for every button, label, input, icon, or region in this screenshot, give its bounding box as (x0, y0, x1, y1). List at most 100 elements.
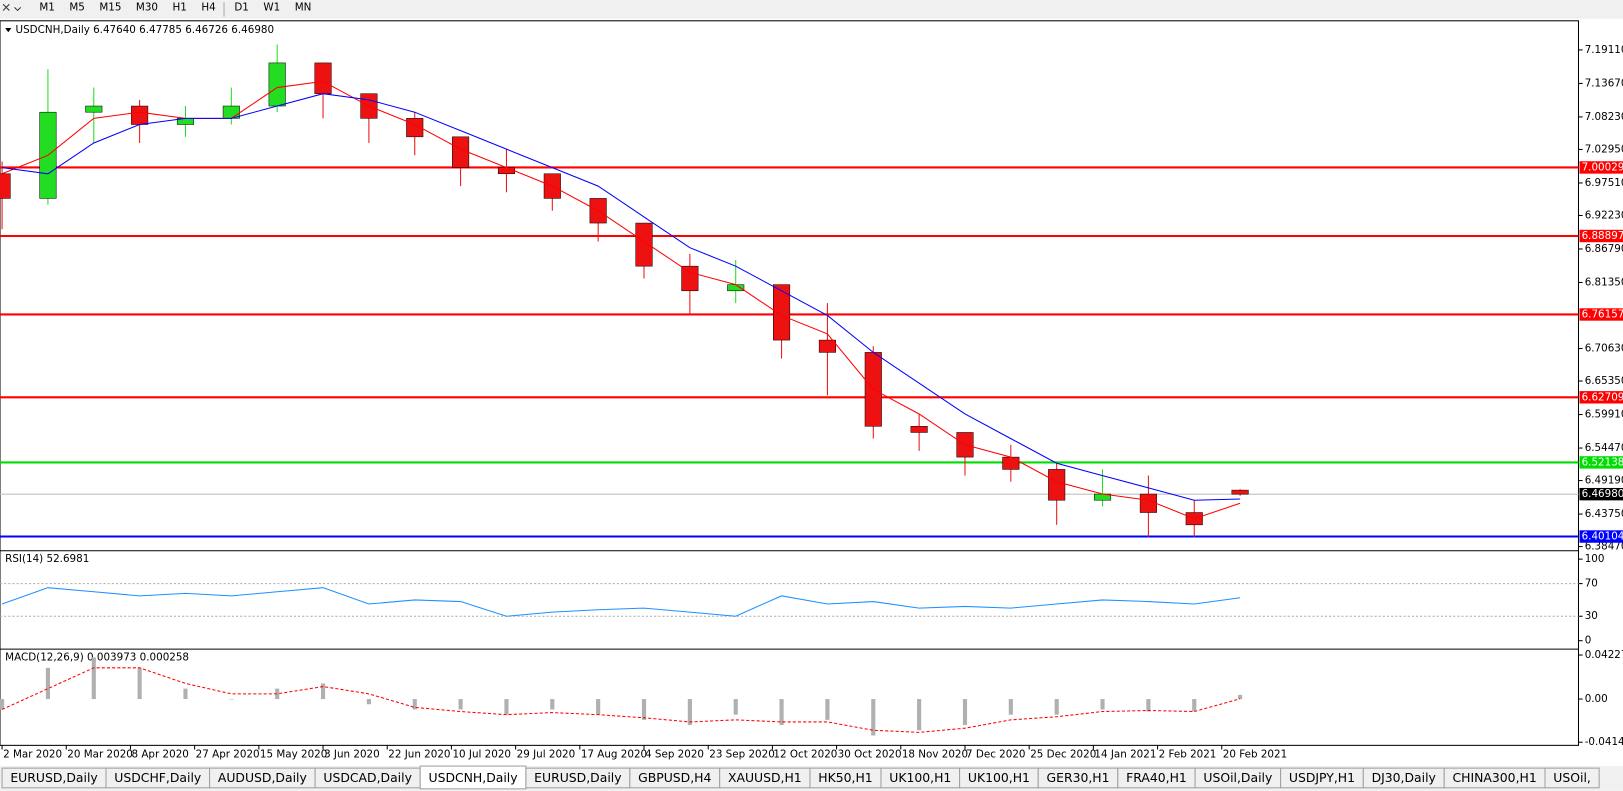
timeframe-button[interactable]: MN (295, 1, 312, 13)
x-tick-label: 7 Dec 2020 (966, 749, 1026, 761)
tab-label[interactable]: EURUSD,Daily (534, 770, 621, 785)
timeframe-button[interactable]: W1 (263, 1, 280, 13)
tab[interactable]: USDCHF,Daily (105, 767, 211, 789)
candle-body (681, 265, 699, 292)
x-tick-label: 20 Feb 2021 (1223, 749, 1287, 761)
x-tick-label: 27 Apr 2020 (196, 749, 260, 761)
tab-label[interactable]: GER30,H1 (1047, 770, 1110, 785)
macd-bar (1192, 699, 1197, 712)
macd-bar (412, 699, 417, 710)
y-tick-label: 6.70630 (1585, 343, 1623, 355)
tab[interactable]: USDCNH,Daily (419, 765, 527, 790)
timeframe-button[interactable]: M5 (69, 1, 85, 13)
level-label: 7.00029 (1582, 161, 1623, 173)
candle-body (727, 284, 745, 292)
tab[interactable]: CHINA300,H1 (1443, 767, 1546, 789)
macd-bar (1008, 699, 1013, 715)
tab-label[interactable]: USDCNH,Daily (428, 770, 517, 785)
x-tick-label: 8 Apr 2020 (131, 749, 188, 761)
tab-label[interactable]: UK100,H1 (889, 770, 951, 785)
macd-signal (1, 667, 1241, 733)
y-tick-label: -0.04148 (1585, 736, 1623, 748)
macd-bar (550, 699, 555, 710)
y-tick-label: 6.59910 (1585, 409, 1623, 421)
tab[interactable]: USDCAD,Daily (314, 767, 421, 789)
tab[interactable]: UK100,H1 (880, 767, 961, 789)
timeframe-button[interactable]: M1 (39, 1, 55, 13)
macd-bar (1238, 694, 1243, 700)
tab[interactable]: DJ30,Daily (1362, 767, 1445, 789)
tab-label[interactable]: DJ30,Daily (1372, 770, 1436, 785)
tab[interactable]: HK50,H1 (809, 767, 882, 789)
tab-label[interactable]: USDJPY,H1 (1289, 770, 1355, 785)
tab-label[interactable]: USOil,Daily (1203, 770, 1272, 785)
tab[interactable]: USDJPY,H1 (1280, 767, 1364, 789)
macd-bar (779, 699, 784, 726)
tab[interactable]: XAUUSD,H1 (719, 767, 811, 789)
collapse-arrow[interactable] (5, 28, 12, 33)
timeframe-button[interactable]: M15 (99, 1, 121, 13)
macd-bar (275, 688, 280, 700)
tab[interactable]: EURUSD,Daily (1, 767, 107, 789)
x-tick-label: 12 Oct 2020 (773, 749, 837, 761)
macd-bar (962, 699, 968, 726)
macd-bar (641, 699, 647, 720)
tab[interactable]: UK100,H1 (959, 767, 1039, 789)
macd-bar (825, 699, 830, 720)
tab[interactable]: GER30,H1 (1037, 767, 1119, 789)
rsi-title: RSI(14) 52.6981 (5, 553, 89, 565)
tab[interactable]: USOil,Daily (1194, 767, 1282, 789)
tab-label[interactable]: EURUSD,Daily (10, 770, 97, 785)
level-label: 6.88897 (1582, 230, 1623, 242)
x-tick-label: 10 Jul 2020 (452, 749, 511, 761)
x-tick-label: 14 Jan 2021 (1094, 749, 1156, 761)
y-tick-label: 7.13670 (1585, 77, 1623, 89)
rsi-line (1, 587, 1241, 617)
macd-bar (366, 699, 371, 705)
tab[interactable]: AUDUSD,Daily (209, 767, 316, 789)
tab-label[interactable]: HK50,H1 (818, 770, 872, 785)
tab-label[interactable]: USDCAD,Daily (323, 770, 412, 785)
macd-bar (183, 688, 188, 700)
tab-label[interactable]: FRA40,H1 (1126, 770, 1187, 785)
timeframe-button[interactable]: M30 (136, 1, 158, 13)
toolbar-icon[interactable] (2, 3, 22, 12)
y-tick-label: 100 (1585, 553, 1605, 565)
y-tick-label: 6.43750 (1585, 508, 1623, 520)
y-tick-label: 6.97510 (1585, 177, 1623, 189)
tab[interactable]: USOil, (1544, 767, 1600, 789)
tab-label[interactable]: USDCHF,Daily (114, 770, 201, 785)
y-tick-label: 0.042275 (1585, 649, 1623, 661)
tab-label[interactable]: CHINA300,H1 (1452, 770, 1536, 785)
candle-body (85, 105, 103, 113)
tab-background (1544, 767, 1600, 789)
tab-label[interactable]: XAUUSD,H1 (728, 770, 802, 785)
tab[interactable]: EURUSD,Daily (525, 767, 631, 789)
tab-label[interactable]: UK100,H1 (968, 770, 1030, 785)
x-tick-label: 30 Oct 2020 (838, 749, 902, 761)
tab[interactable]: FRA40,H1 (1117, 767, 1196, 789)
level-tag (1579, 308, 1623, 321)
y-tick-label: 6.81350 (1585, 276, 1623, 288)
timeframe-button[interactable]: H1 (173, 1, 187, 13)
macd-bar (687, 699, 692, 726)
tab[interactable]: GBPUSD,H4 (629, 767, 721, 789)
timeframe-button[interactable]: D1 (234, 1, 249, 13)
candle-body (131, 105, 149, 125)
y-tick-label: 7.08230 (1585, 111, 1623, 123)
candle-body (1048, 469, 1066, 501)
toolbar (0, 0, 1623, 19)
x-tick-label: 2 Mar 2020 (3, 749, 62, 761)
y-tick-label: 6.54470 (1585, 442, 1623, 454)
macd-bar (45, 667, 50, 700)
y-tick-label: 6.65350 (1585, 375, 1623, 387)
tab-label[interactable]: GBPUSD,H4 (638, 770, 711, 785)
macd-bar (137, 667, 142, 700)
x-tick-label: 23 Sep 2020 (709, 749, 775, 761)
tab-label[interactable]: USOil, (1553, 770, 1591, 785)
candle-body (1002, 456, 1020, 470)
current-price-label: 6.46980 (1582, 488, 1623, 500)
level-label: 6.40104 (1582, 531, 1623, 543)
tab-label[interactable]: AUDUSD,Daily (218, 770, 307, 785)
timeframe-button[interactable]: H4 (201, 1, 215, 13)
